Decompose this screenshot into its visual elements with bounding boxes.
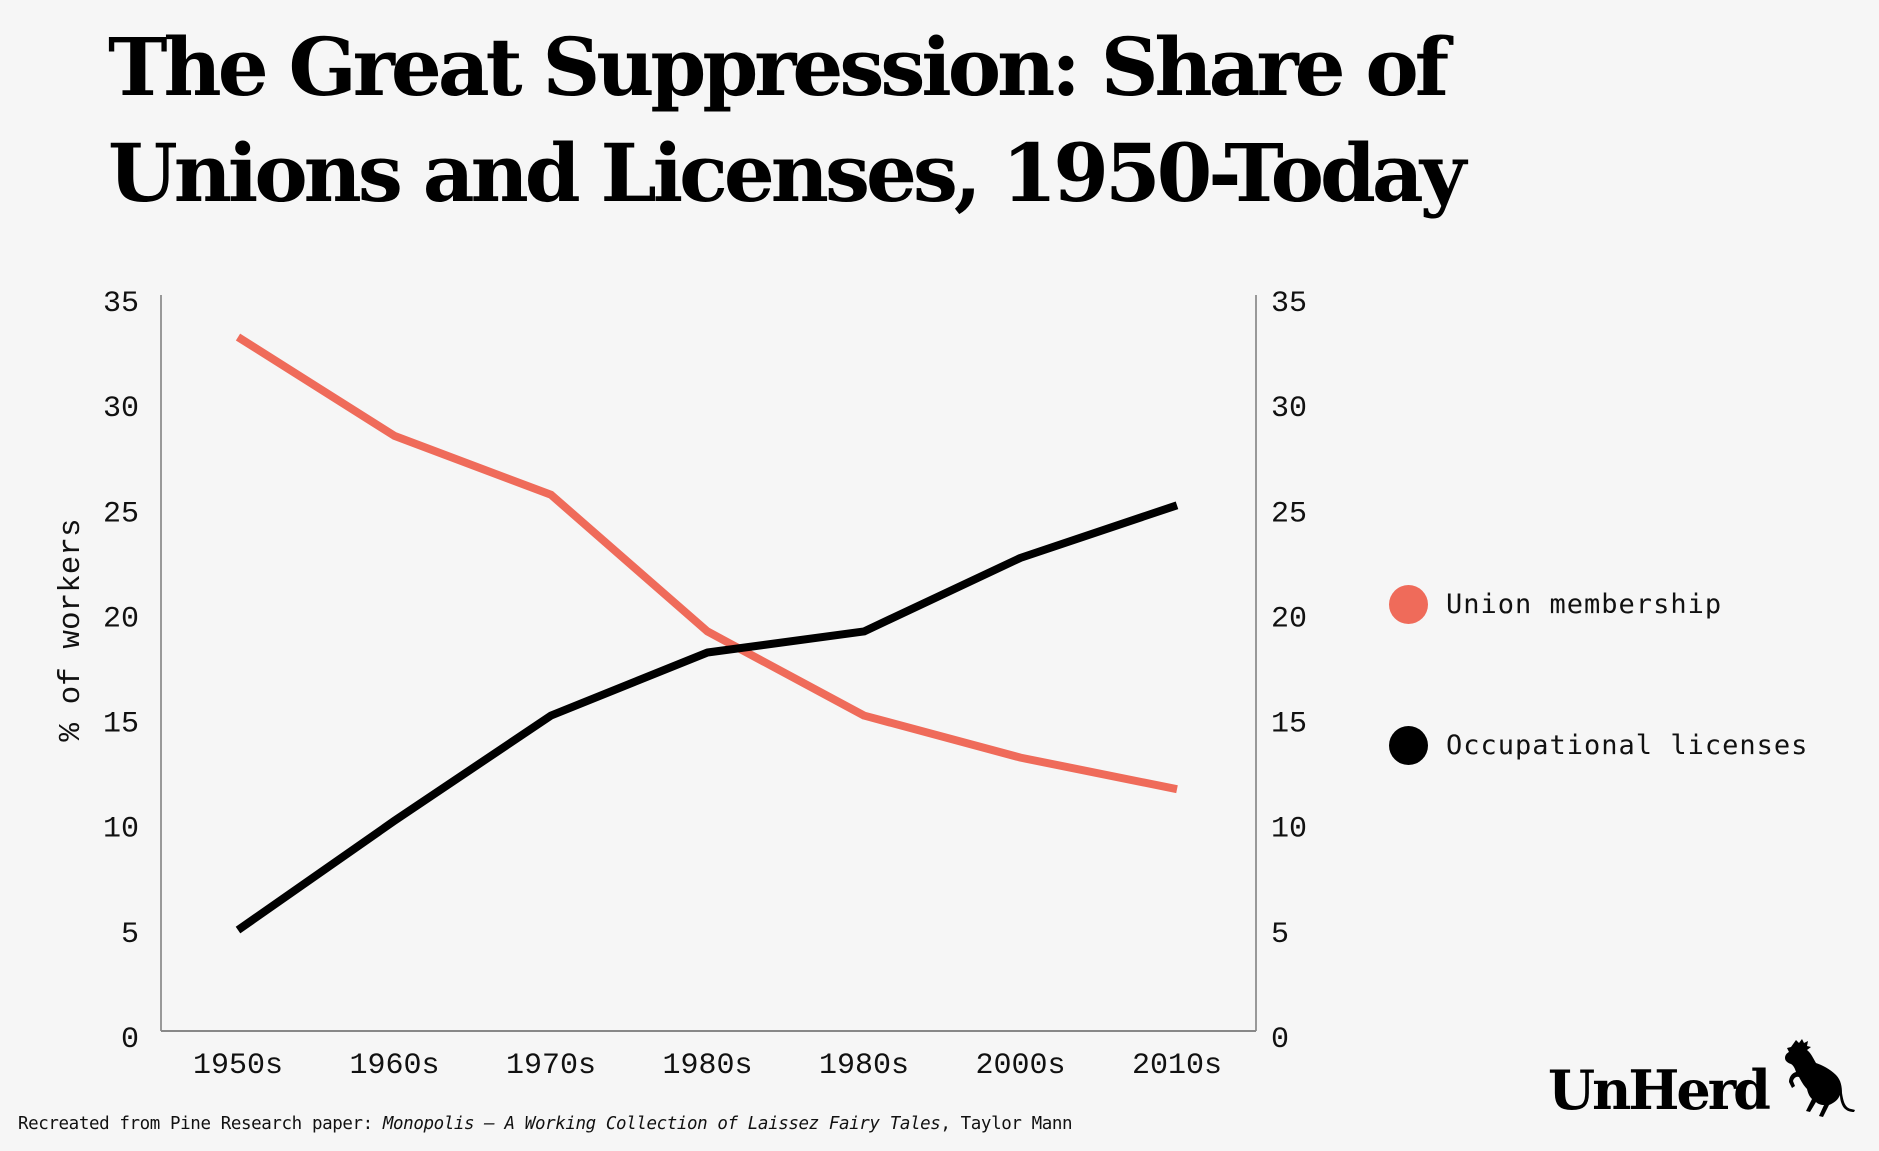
left-y-tick-labels: 0 5 10 15 20 25 30 35: [103, 287, 139, 1057]
x-tick-label: 2010s: [1132, 1049, 1222, 1083]
series-lines: [235, 333, 1179, 934]
right-y-tick-label: 30: [1271, 392, 1307, 426]
chart-title-line-1: The Great Suppression: Share of: [108, 20, 1449, 114]
axes: [160, 295, 1257, 1032]
right-y-tick-label: 5: [1271, 918, 1289, 952]
x-tick-label: 1960s: [349, 1049, 439, 1083]
x-tick-labels: 1950s 1960s 1970s 1980s 1980s 2000s 2010s: [193, 1049, 1222, 1083]
left-y-tick-label: 15: [103, 708, 139, 742]
right-y-tick-label: 35: [1271, 287, 1307, 321]
source-author: , Taylor Mann: [940, 1114, 1073, 1134]
legend-label: Occupational licenses: [1446, 730, 1809, 761]
right-y-tick-label: 15: [1271, 708, 1307, 742]
legend-swatch-licenses-icon: [1389, 726, 1428, 765]
left-y-tick-label: 10: [103, 813, 139, 847]
legend-swatch-union-icon: [1389, 585, 1428, 624]
x-tick-label: 1980s: [662, 1049, 752, 1083]
x-tick-label: 1980s: [819, 1049, 909, 1083]
x-tick-label: 1970s: [506, 1049, 596, 1083]
right-y-tick-labels: 0 5 10 15 20 25 30 35: [1271, 287, 1307, 1057]
series-line-occupational-licenses: [235, 501, 1179, 934]
x-tick-label: 2000s: [975, 1049, 1065, 1083]
right-y-tick-label: 0: [1271, 1023, 1289, 1057]
series-line-union-membership: [235, 333, 1178, 794]
right-y-tick-label: 25: [1271, 497, 1307, 531]
logo-wordmark: UnHerd: [1548, 1058, 1771, 1122]
right-y-tick-label: 10: [1271, 813, 1307, 847]
source-prefix: Recreated from Pine Research paper:: [18, 1114, 383, 1134]
chart-title-line-2: Unions and Licenses, 1950-Today: [108, 126, 1466, 220]
left-y-tick-label: 20: [103, 602, 139, 636]
left-y-tick-label: 5: [121, 918, 139, 952]
source-work-title: Monopolis – A Working Collection of Lais…: [382, 1114, 941, 1134]
cow-icon: [1785, 1039, 1855, 1117]
left-y-tick-label: 30: [103, 392, 139, 426]
y-axis-title: % of workers: [54, 518, 89, 741]
left-y-tick-label: 35: [103, 287, 139, 321]
source-note: Recreated from Pine Research paper: Mono…: [18, 1114, 1073, 1134]
legend-label: Union membership: [1446, 589, 1723, 620]
left-y-tick-label: 0: [121, 1023, 139, 1057]
right-y-tick-label: 20: [1271, 602, 1307, 636]
chart-title: The Great Suppression: Share of Unions a…: [108, 14, 1708, 226]
legend-item-occupational-licenses[interactable]: Occupational licenses: [1389, 726, 1808, 765]
legend-item-union-membership[interactable]: Union membership: [1389, 585, 1722, 624]
left-y-tick-label: 25: [103, 497, 139, 531]
unherd-logo[interactable]: UnHerd: [1548, 1038, 1868, 1128]
x-tick-label: 1950s: [193, 1049, 283, 1083]
